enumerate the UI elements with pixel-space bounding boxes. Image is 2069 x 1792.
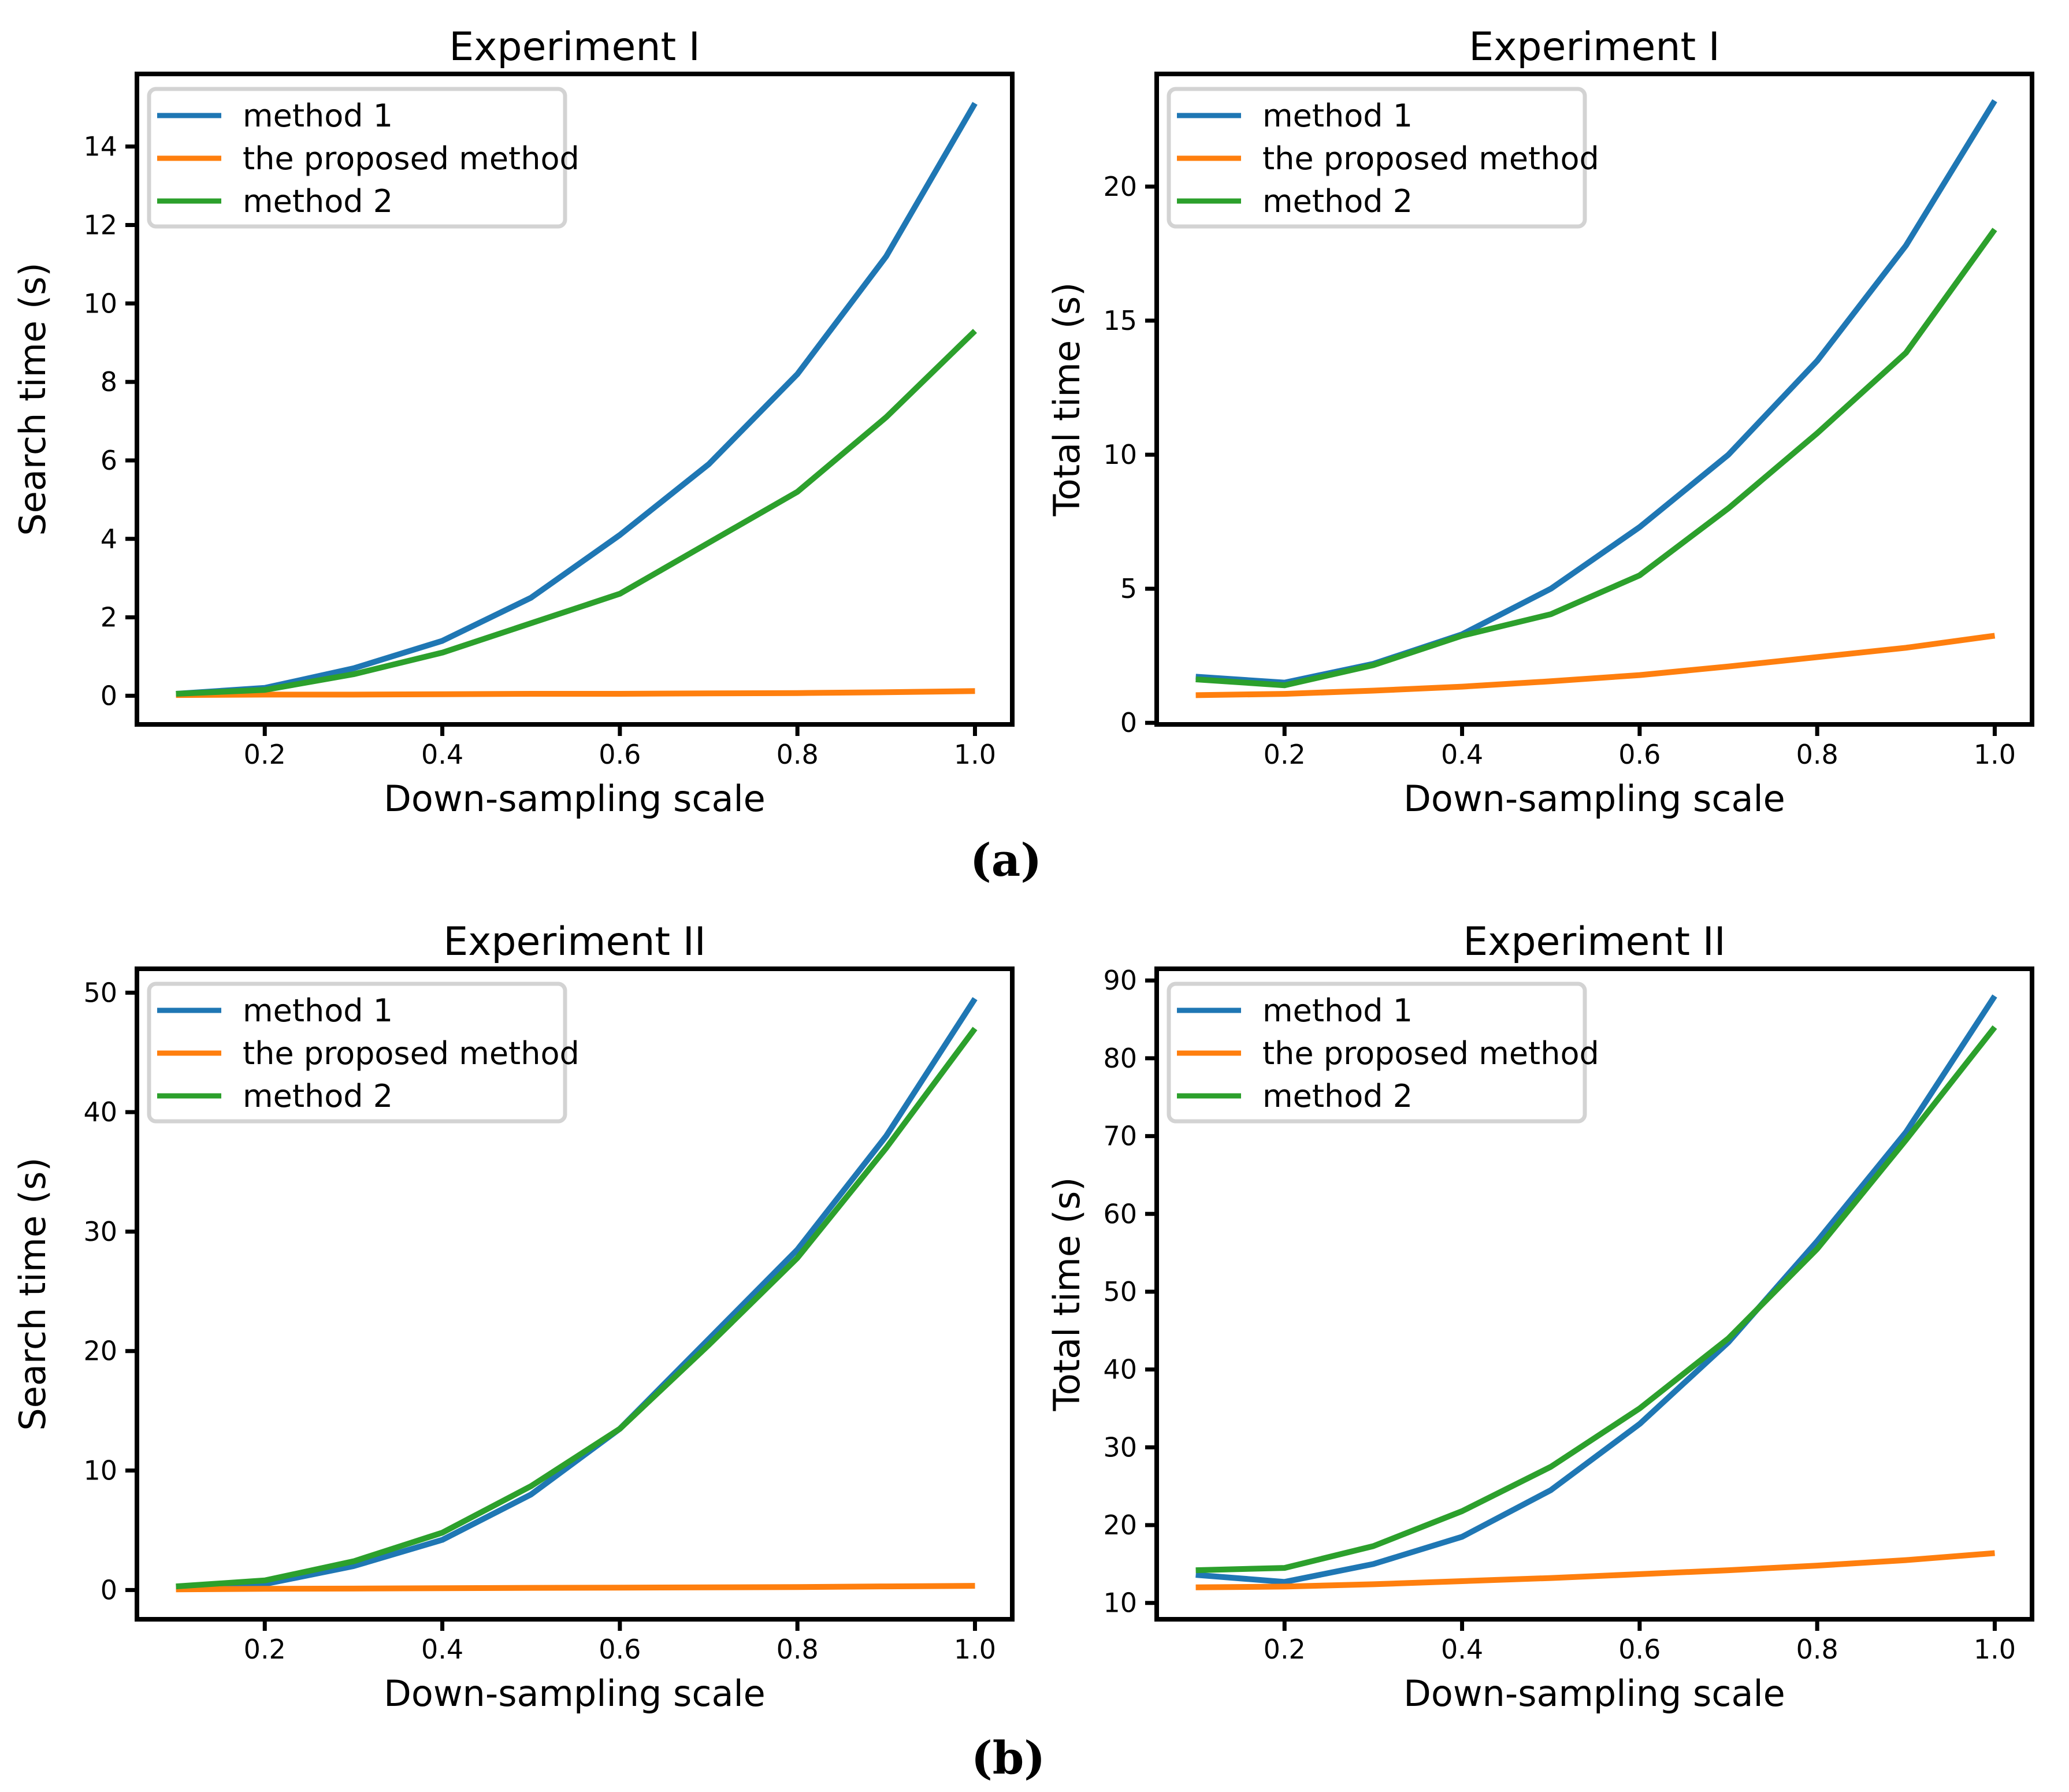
legend-label: method 2 — [243, 183, 393, 220]
legend-box — [1167, 981, 1587, 1124]
y-axis-label: Total time (s) — [1046, 1177, 1088, 1412]
series-line-method-1 — [176, 997, 978, 1591]
series-line-method-2 — [1195, 1025, 1997, 1574]
y-tick-label: 10 — [1103, 1587, 1137, 1619]
y-tick-label: 10 — [1103, 439, 1137, 470]
x-tick-label: 1.0 — [954, 1634, 996, 1665]
subfigure-label-a: (a) — [970, 834, 1042, 887]
legend-box — [147, 981, 567, 1124]
series-line-method-2 — [176, 1027, 978, 1590]
y-tick-label: 10 — [83, 1455, 117, 1486]
legend-label: the proposed method — [1262, 1035, 1599, 1072]
chart-experiment1-search-time: Experiment I Down-sampling scale Search ti… — [12, 24, 1015, 820]
y-tick-label: 0 — [1120, 707, 1137, 738]
x-tick-label: 0.2 — [244, 1634, 286, 1665]
legend-label: the proposed method — [243, 140, 580, 177]
x-tick-label: 1.0 — [1974, 739, 2016, 770]
series-line-the-proposed-method — [1195, 633, 1996, 698]
legend-label: method 1 — [1262, 98, 1413, 134]
series-line-the-proposed-method — [176, 1583, 975, 1593]
panel-title: Experiment II — [1463, 919, 1726, 965]
y-tick-label: 70 — [1103, 1121, 1137, 1152]
legend-label: method 1 — [243, 992, 393, 1029]
legend-box — [147, 87, 567, 229]
y-axis-label: Search time (s) — [12, 262, 54, 536]
series-line-the-proposed-method — [1195, 1550, 1995, 1590]
legend-label: the proposed method — [1262, 140, 1599, 177]
series-line-method-2 — [1195, 228, 1997, 689]
plot-spines — [135, 72, 1015, 727]
y-tick-label: 6 — [101, 445, 117, 476]
x-tick-label: 0.6 — [599, 1634, 641, 1665]
plot-spines — [1154, 72, 2034, 727]
x-tick-label: 0.6 — [599, 739, 641, 770]
x-tick-label: 0.4 — [421, 739, 463, 770]
y-axis-label: Search time (s) — [12, 1157, 54, 1430]
x-tick-label: 0.2 — [1264, 1634, 1306, 1665]
y-tick-label: 20 — [1103, 171, 1137, 202]
x-tick-label: 0.2 — [1264, 739, 1306, 770]
y-tick-label: 10 — [83, 288, 117, 319]
x-tick-label: 0.8 — [1796, 1634, 1838, 1665]
x-axis-label: Down-sampling scale — [384, 778, 766, 820]
x-tick-label: 1.0 — [1974, 1634, 2016, 1665]
y-tick-label: 60 — [1103, 1198, 1137, 1229]
legend-label: the proposed method — [243, 1035, 580, 1072]
legend-label: method 1 — [1262, 992, 1413, 1029]
legend-label: method 2 — [243, 1078, 393, 1114]
y-tick-label: 50 — [83, 977, 117, 1008]
series-line-method-2 — [176, 329, 977, 697]
y-tick-label: 30 — [83, 1216, 117, 1247]
y-tick-label: 90 — [1103, 965, 1137, 996]
chart-experiment1-total-time: Experiment I Down-sampling scale Total tim… — [1046, 24, 2034, 820]
plot-spines — [1154, 966, 2034, 1622]
y-tick-label: 5 — [1120, 573, 1137, 604]
chart-experiment2-total-time: Experiment II Down-sampling scale Total ti… — [1046, 919, 2034, 1715]
y-tick-label: 50 — [1103, 1276, 1137, 1307]
y-tick-label: 2 — [101, 602, 117, 633]
subfigure-label-b: (b) — [971, 1732, 1046, 1784]
legend-label: method 1 — [243, 98, 393, 134]
x-tick-label: 0.2 — [244, 739, 286, 770]
y-tick-label: 8 — [101, 366, 117, 397]
y-tick-label: 40 — [1103, 1354, 1137, 1385]
chart-experiment2-search-time: Experiment II Down-sampling scale Search t… — [12, 919, 1015, 1715]
legend-label: method 2 — [1262, 183, 1413, 220]
series-line-method-1 — [176, 102, 978, 697]
y-tick-label: 20 — [1103, 1510, 1137, 1541]
x-tick-label: 0.8 — [1796, 739, 1838, 770]
plot-spines — [135, 966, 1015, 1622]
y-tick-label: 20 — [83, 1336, 117, 1367]
legend-label: method 2 — [1262, 1078, 1413, 1114]
series-line-method-1 — [1195, 994, 1997, 1585]
x-tick-label: 0.8 — [777, 1634, 819, 1665]
x-axis-label: Down-sampling scale — [1403, 778, 1785, 820]
y-tick-label: 14 — [83, 131, 117, 162]
y-tick-label: 0 — [101, 680, 117, 711]
y-tick-label: 30 — [1103, 1432, 1137, 1463]
x-axis-label: Down-sampling scale — [384, 1672, 766, 1715]
y-tick-label: 0 — [101, 1574, 117, 1605]
x-tick-label: 0.4 — [1441, 1634, 1483, 1665]
panel-title: Experiment I — [1469, 24, 1720, 70]
y-axis-label: Total time (s) — [1046, 282, 1088, 517]
legend-box — [1167, 87, 1587, 229]
y-tick-label: 15 — [1103, 305, 1137, 336]
x-tick-label: 0.6 — [1618, 739, 1661, 770]
panel-title: Experiment II — [443, 919, 706, 965]
y-tick-label: 12 — [83, 209, 117, 240]
y-tick-label: 40 — [83, 1096, 117, 1128]
x-tick-label: 0.4 — [421, 1634, 463, 1665]
x-tick-label: 0.6 — [1618, 1634, 1661, 1665]
x-tick-label: 1.0 — [954, 739, 996, 770]
y-tick-label: 4 — [101, 523, 117, 555]
x-axis-label: Down-sampling scale — [1403, 1672, 1785, 1715]
x-tick-label: 0.8 — [777, 739, 819, 770]
x-tick-label: 0.4 — [1441, 739, 1483, 770]
series-line-the-proposed-method — [176, 688, 975, 698]
panel-title: Experiment I — [449, 24, 700, 70]
y-tick-label: 80 — [1103, 1043, 1137, 1074]
